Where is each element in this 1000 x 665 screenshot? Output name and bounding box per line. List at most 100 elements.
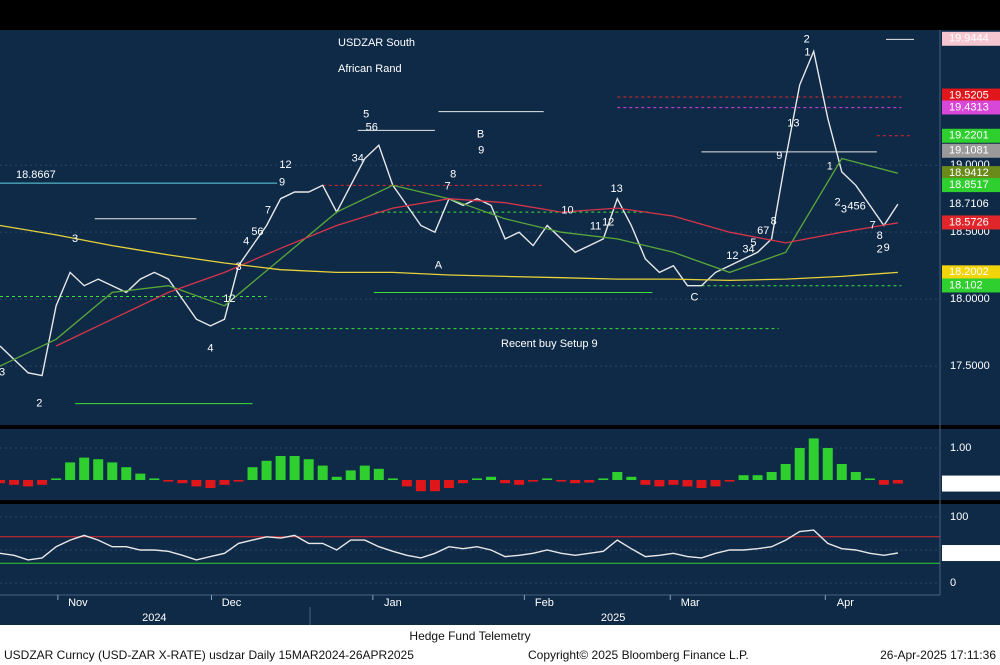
footer-bg <box>0 625 1000 665</box>
price-box <box>942 278 1000 293</box>
last-box <box>942 475 1000 492</box>
bar <box>303 459 314 480</box>
last-label: -0.1112 <box>949 477 985 489</box>
price-box <box>942 178 1000 193</box>
count-label: 9 <box>884 242 890 254</box>
security: USDZAR Curncy (USD-ZAR X-RATE) usdzar Da… <box>4 648 414 662</box>
price-label: 19.1081 <box>949 145 989 157</box>
bar <box>261 460 272 480</box>
bar <box>443 480 454 488</box>
bar <box>317 465 328 480</box>
count-label: 9 <box>776 150 782 162</box>
y-tick-label: 100 <box>950 511 968 523</box>
count-label: 13 <box>787 118 799 130</box>
bar <box>794 448 805 480</box>
background <box>0 0 1000 625</box>
last-label: 45.4169 <box>949 547 989 559</box>
count-label: 10 <box>561 205 573 217</box>
count-label: 11 <box>590 221 601 233</box>
bar <box>836 464 847 480</box>
price-box <box>942 128 1000 143</box>
bar <box>500 480 511 484</box>
bar <box>79 457 90 480</box>
x-tick-label: Mar <box>681 597 700 609</box>
bar <box>387 478 398 480</box>
count-label: 8 <box>450 169 456 181</box>
bar <box>121 467 132 480</box>
count-label: C <box>691 292 699 304</box>
bar <box>682 480 693 487</box>
chart-title: USDZAR South <box>338 37 415 49</box>
x-tick-label: Dec <box>222 597 242 609</box>
count-label: 4 <box>243 235 249 247</box>
copyright: Copyright© 2025 Bloomberg Finance L.P. <box>528 648 749 662</box>
bar <box>163 480 174 482</box>
bar <box>93 459 104 480</box>
year-label: 2025 <box>601 612 625 624</box>
count-label: B <box>477 128 484 140</box>
count-label: 13 <box>610 183 622 195</box>
bar <box>415 480 426 492</box>
bar <box>710 480 721 487</box>
bar <box>514 480 525 485</box>
bar <box>528 480 539 482</box>
timestamp: 26-Apr-2025 17:11:36 <box>880 648 996 662</box>
y-tick-label: 17.5000 <box>950 360 990 372</box>
bar <box>37 480 48 485</box>
count-label: 56 <box>366 122 378 134</box>
price-box <box>942 88 1000 103</box>
bar <box>107 462 118 480</box>
bar <box>359 465 370 480</box>
x-tick-label: Apr <box>837 597 854 609</box>
bar <box>598 478 609 480</box>
price-label: 18.9412 <box>949 167 989 179</box>
bar <box>892 480 903 484</box>
count-label: 3 <box>235 261 241 273</box>
bar <box>752 475 763 480</box>
bar <box>556 480 567 482</box>
count-label: 12 <box>602 217 614 229</box>
bar <box>9 480 20 485</box>
count-label: 7 <box>444 181 450 193</box>
price-box <box>942 265 1000 280</box>
bar <box>808 438 819 480</box>
bar <box>177 480 188 484</box>
count-label: 1 <box>827 160 833 172</box>
bar <box>191 480 202 487</box>
annotation: Recent buy Setup 9 <box>501 338 598 350</box>
bar <box>612 472 623 480</box>
count-label: 12 <box>279 159 291 171</box>
price-label: 19.9444 <box>949 33 989 45</box>
count-label: 2 <box>877 243 883 255</box>
price-label: 18.8517 <box>949 179 989 191</box>
level-label: 18.8667 <box>16 169 56 181</box>
count-label: 3 <box>72 233 78 245</box>
count-label: 4 <box>207 343 213 355</box>
price-label: 18.2002 <box>949 266 989 278</box>
bar <box>542 478 553 480</box>
count-label: 56 <box>251 226 263 238</box>
bar <box>457 480 468 484</box>
top-bar <box>0 0 1000 30</box>
count-label: 5 <box>750 237 756 249</box>
bar <box>0 480 5 484</box>
bar <box>275 456 286 480</box>
bar <box>626 476 637 480</box>
series-line <box>0 224 898 282</box>
bar <box>205 480 216 488</box>
x-tick-label: Nov <box>68 597 88 609</box>
bar <box>696 480 707 488</box>
last-box <box>942 545 1000 562</box>
price-box <box>942 196 1000 211</box>
bar <box>738 475 749 480</box>
bar <box>401 480 412 487</box>
bar <box>135 473 146 480</box>
bar <box>878 480 889 485</box>
bar <box>486 476 497 480</box>
count-label: 7 <box>265 205 271 217</box>
price-label: 19.4313 <box>949 101 989 113</box>
bar <box>23 480 34 487</box>
count-label: 12 <box>726 250 738 262</box>
bar <box>654 480 665 487</box>
bar <box>850 472 861 480</box>
